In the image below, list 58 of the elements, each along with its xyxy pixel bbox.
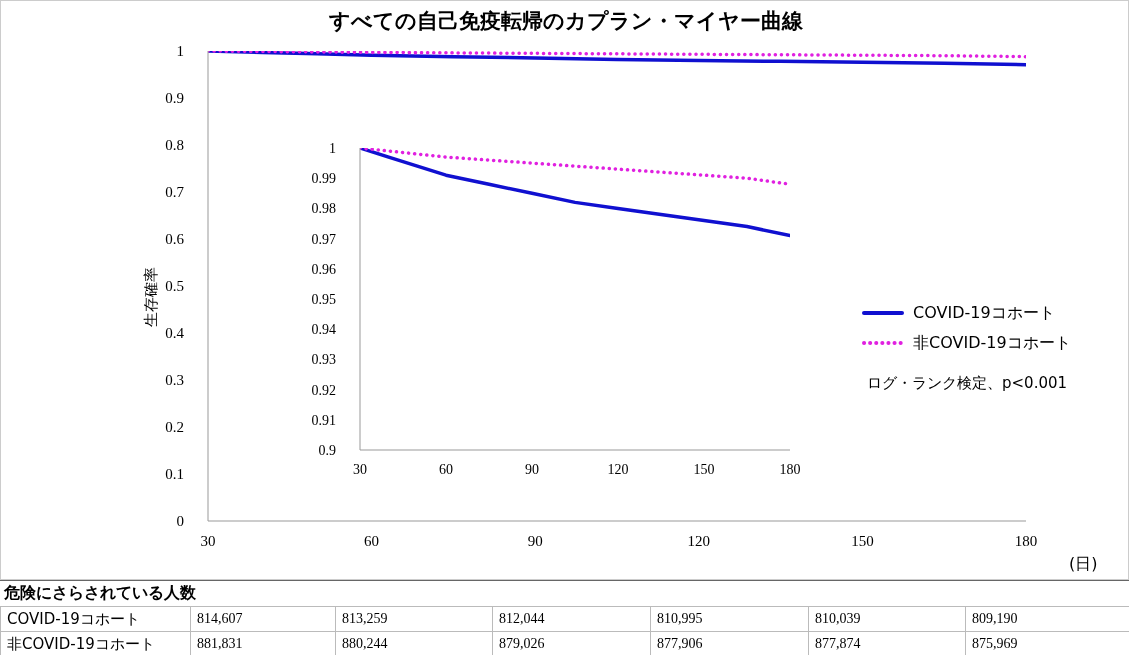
x-tick-label: 60 [364, 532, 380, 549]
y-tick-label: 0.8 [165, 137, 184, 154]
text: 812,044 [492, 606, 651, 632]
text: 877,874 [808, 631, 966, 655]
text: 非COVID-19コホート [0, 631, 191, 655]
x-tick-label: 60 [439, 461, 453, 477]
y-tick-label: 1 [176, 43, 184, 60]
x-tick-label: 90 [527, 532, 543, 549]
y-tick-label: 0.6 [165, 231, 185, 248]
x-tick-label: 120 [607, 461, 629, 477]
x-tick-label: 180 [779, 461, 801, 477]
x-tick-label: 30 [353, 461, 367, 477]
text: 877,906 [650, 631, 809, 655]
y-tick-label: 0.7 [165, 184, 185, 201]
x-tick-label: 150 [693, 461, 715, 477]
y-tick-label: 0.4 [165, 325, 185, 342]
legend-label: COVID-19コホート [913, 302, 1055, 324]
y-tick-label: 0.94 [311, 322, 336, 338]
y-tick-label: 0.92 [311, 382, 336, 398]
text: 814,607 [190, 606, 336, 632]
x-tick-label: 120 [687, 532, 711, 549]
y-tick-label: 0.97 [311, 231, 336, 247]
x-axis-title: (日) [1069, 554, 1098, 575]
chart-title: すべての自己免疫転帰のカプラン・マイヤー曲線 [327, 8, 804, 35]
y-tick-label: 0.93 [311, 352, 336, 368]
y-tick-label: 0.9 [318, 442, 336, 458]
line-series [208, 51, 1026, 67]
text: 881,831 [190, 631, 336, 655]
y-tick-label: 0.2 [165, 419, 184, 436]
x-tick-label: 90 [525, 461, 539, 477]
y-tick-label: 0.3 [165, 372, 184, 389]
y-tick-label: 0.96 [311, 261, 336, 277]
legend-label: 非COVID-19コホート [913, 332, 1071, 354]
y-tick-label: 0.9 [165, 90, 184, 107]
line-series [360, 148, 790, 238]
y-tick-label: 0.95 [311, 291, 336, 307]
text: COVID-19コホート [0, 606, 191, 632]
y-tick-label: 0.99 [311, 171, 336, 187]
text: 875,969 [965, 631, 1129, 655]
y-tick-label: 0.1 [165, 466, 184, 483]
annotation: ログ・ランク検定、p<0.001 [867, 374, 1068, 393]
text: 810,039 [808, 606, 966, 632]
text: 879,026 [492, 631, 651, 655]
text: 危険にさらされている人数 [0, 580, 1129, 606]
x-tick-label: 180 [1014, 532, 1038, 549]
x-tick-label: 150 [851, 532, 874, 549]
text: 809,190 [965, 606, 1129, 632]
line-series [360, 148, 790, 186]
y-tick-label: 1 [329, 140, 336, 156]
y-axis-title: 生存確率 [141, 265, 161, 329]
y-tick-label: 0.5 [165, 278, 184, 295]
text: 813,259 [335, 606, 493, 632]
y-tick-label: 0.91 [311, 412, 336, 428]
x-tick-label: 30 [200, 532, 216, 549]
y-tick-label: 0.98 [311, 201, 336, 217]
y-tick-label: 0 [176, 513, 184, 530]
text: 880,244 [335, 631, 493, 655]
text: 810,995 [650, 606, 809, 632]
